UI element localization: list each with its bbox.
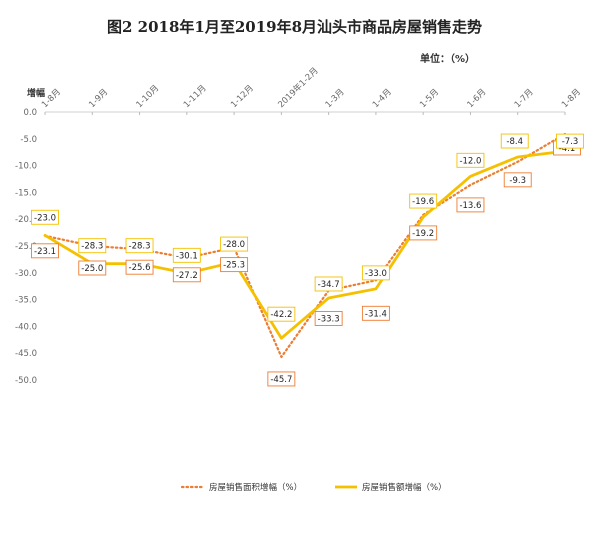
data-label: -33.0 bbox=[365, 269, 387, 279]
x-tick-label: 1-4月 bbox=[371, 87, 394, 110]
data-label: -12.0 bbox=[459, 156, 481, 166]
data-label-box bbox=[361, 305, 390, 321]
y-tick-label: -30.0 bbox=[15, 269, 37, 279]
x-tick-label: 1-11月 bbox=[182, 83, 209, 110]
data-label-box bbox=[267, 371, 296, 387]
series-layer bbox=[43, 132, 567, 359]
data-label-box bbox=[125, 259, 154, 275]
series-line-sales bbox=[43, 149, 567, 340]
data-label: -28.3 bbox=[81, 242, 103, 252]
data-label: -25.3 bbox=[223, 261, 245, 271]
y-axis-label: 增幅 bbox=[27, 87, 45, 99]
x-tick-label: 1-9月 bbox=[87, 87, 110, 110]
y-tick-label: -35.0 bbox=[15, 296, 37, 306]
legend-label: 房屋销售面积增幅（%） bbox=[209, 482, 302, 493]
unit-label: 单位：（%） bbox=[420, 54, 476, 65]
y-tick-label: 0.0 bbox=[23, 108, 37, 118]
data-label: -19.6 bbox=[412, 197, 434, 207]
data-label: -23.1 bbox=[34, 247, 56, 257]
y-tick-label: -5.0 bbox=[20, 135, 37, 145]
x-tick-label: 2019年1-2月 bbox=[276, 65, 321, 110]
data-label-box bbox=[409, 225, 438, 241]
data-label-box bbox=[78, 260, 107, 276]
data-label-box bbox=[125, 238, 154, 254]
data-label-box bbox=[172, 267, 201, 283]
data-label-box bbox=[361, 265, 390, 281]
y-tick-label: -15.0 bbox=[15, 188, 37, 198]
y-tick-label: -45.0 bbox=[15, 349, 37, 359]
series-line-area bbox=[43, 132, 567, 359]
data-label-box bbox=[267, 306, 296, 322]
data-label: -7.3 bbox=[562, 137, 579, 147]
data-label-box bbox=[456, 197, 485, 213]
data-label-box bbox=[31, 243, 59, 259]
legend: 房屋销售面积增幅（%） 房屋销售额增幅（%） bbox=[180, 482, 447, 493]
axes: 0.0 -5.0 -10.0 -15.0 -20.0 -25.0 -30.0 -35.0 -40… bbox=[15, 65, 583, 386]
data-label: -23.0 bbox=[34, 213, 56, 223]
y-tick-label: -25.0 bbox=[15, 242, 37, 252]
data-label-box bbox=[409, 193, 438, 209]
data-label-box bbox=[31, 209, 59, 225]
y-tick-label: -40.0 bbox=[15, 322, 37, 332]
data-label-box bbox=[172, 247, 201, 263]
chart-title: 图2 2018年1月至2019年8月汕头市商品房屋销售走势 bbox=[106, 18, 483, 36]
x-tick-label: 1-8月 bbox=[560, 87, 583, 110]
x-tick-label: 1-10月 bbox=[135, 83, 162, 110]
data-label-box bbox=[220, 236, 249, 252]
x-tick-label: 1-7月 bbox=[513, 87, 536, 110]
data-label: -34.7 bbox=[318, 280, 340, 290]
y-tick-label: -10.0 bbox=[15, 162, 37, 172]
data-label: -27.2 bbox=[176, 271, 198, 281]
data-label: -8.4 bbox=[506, 137, 523, 147]
x-tick-label: 1-5月 bbox=[418, 87, 441, 110]
y-tick-label: -20.0 bbox=[15, 215, 37, 225]
data-label: -33.3 bbox=[318, 314, 340, 324]
data-label: -28.0 bbox=[223, 240, 245, 250]
data-label-box bbox=[503, 172, 532, 188]
data-label: -45.7 bbox=[270, 375, 292, 385]
data-label-box bbox=[500, 133, 529, 149]
data-label-box bbox=[556, 133, 584, 149]
y-tick-label: -50.0 bbox=[15, 376, 37, 386]
x-tick-label: 1-12月 bbox=[229, 83, 256, 110]
data-label-box bbox=[220, 257, 249, 273]
x-tick-label: 1-6月 bbox=[466, 87, 489, 110]
data-label: -25.0 bbox=[81, 264, 103, 274]
data-label: -19.2 bbox=[412, 229, 434, 239]
data-label: -28.3 bbox=[129, 242, 151, 252]
x-tick-label: 1-3月 bbox=[324, 87, 347, 110]
legend-label: 房屋销售额增幅（%） bbox=[362, 482, 447, 493]
data-label: -4.1 bbox=[559, 144, 576, 154]
data-label-box bbox=[314, 311, 343, 326]
data-label-box bbox=[456, 152, 485, 168]
data-label-box bbox=[78, 238, 107, 254]
data-label: -42.2 bbox=[270, 310, 292, 320]
data-label: -25.6 bbox=[129, 263, 151, 273]
data-label: -13.6 bbox=[459, 201, 481, 211]
data-label: -9.3 bbox=[509, 176, 526, 186]
data-label: -30.1 bbox=[176, 251, 198, 261]
data-labels: -23.1 -25.0 -25.6 -27.2 -25.3 -45.7 -33.3 -31.4… bbox=[31, 133, 584, 387]
data-label: -31.4 bbox=[365, 309, 387, 319]
data-label-box bbox=[314, 276, 343, 292]
